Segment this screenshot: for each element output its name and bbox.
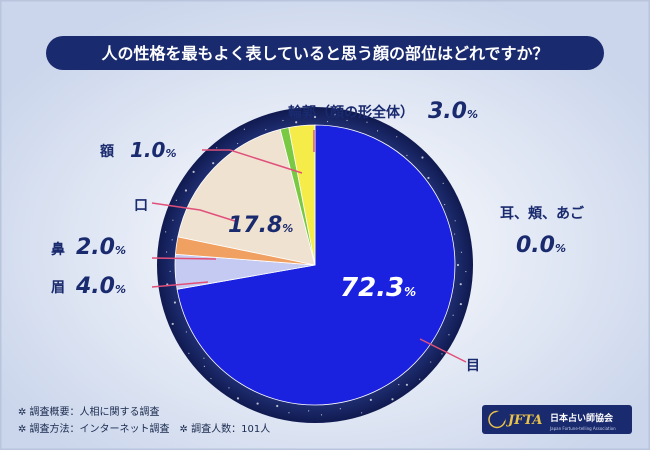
- ring-star: [398, 383, 400, 386]
- ring-star: [228, 387, 230, 389]
- ring-star: [175, 199, 177, 201]
- ring-star: [454, 220, 456, 222]
- value-hitai: 1.0%: [130, 138, 176, 162]
- ring-star: [419, 378, 421, 380]
- pie-slice-0: [176, 124, 456, 406]
- ring-star: [454, 233, 456, 235]
- value-kuchi: 17.8%: [228, 213, 293, 238]
- ring-star: [405, 383, 409, 386]
- ring-star: [169, 270, 171, 272]
- ring-star: [339, 408, 341, 410]
- ring-star: [184, 189, 188, 192]
- ring-star: [326, 120, 329, 123]
- ring-star: [444, 203, 446, 206]
- survey-note-1: ✲ 調査概要：人相に関する調査: [18, 405, 160, 418]
- ring-star: [369, 398, 372, 401]
- value-me: 72.3%: [340, 273, 416, 303]
- logo-subtext: 日本占い師協会: [550, 412, 614, 424]
- label-hana: 鼻: [51, 241, 65, 258]
- ring-star: [427, 176, 430, 180]
- ring-star: [406, 154, 408, 157]
- ring-star: [288, 412, 290, 414]
- ring-star: [459, 302, 462, 306]
- ring-star: [346, 119, 348, 122]
- ring-star: [456, 263, 460, 267]
- title-banner: [46, 36, 604, 70]
- logo-text: JFTA: [505, 413, 542, 428]
- value-rinkaku: 3.0%: [428, 99, 478, 124]
- label-hitai: 額: [99, 143, 114, 160]
- ring-star: [313, 115, 317, 119]
- ring-star: [333, 113, 336, 116]
- label-mayu: 眉: [51, 280, 65, 296]
- ring-star: [210, 377, 212, 380]
- leader-hana: [151, 257, 217, 260]
- leader-mayu: [151, 281, 209, 288]
- label-mimi: 耳、頬、あご: [500, 205, 585, 222]
- logo-badge: [482, 405, 632, 434]
- ring-star: [203, 365, 206, 367]
- ring-star: [421, 156, 424, 159]
- ring-star: [366, 121, 368, 123]
- logo-tagline: Japan Fortune-telling Association: [549, 426, 616, 431]
- pie-slices: [174, 124, 456, 406]
- jfta-logo: JFTA 日本占い師協会 Japan Fortune-telling Assoc…: [482, 405, 632, 434]
- ring-star: [441, 353, 443, 355]
- value-mimi: 0.0%: [516, 233, 566, 258]
- ring-star: [243, 128, 245, 130]
- ring-star: [171, 239, 173, 241]
- ring-star: [192, 170, 195, 173]
- ring-star: [452, 314, 454, 316]
- ring-star: [320, 414, 323, 416]
- ring-star: [460, 251, 463, 253]
- label-me: 目: [466, 358, 480, 374]
- logo-crescent-mask: [494, 411, 506, 423]
- ring-star: [265, 129, 267, 131]
- ring-star: [276, 404, 279, 408]
- leader-hitai: [202, 149, 303, 174]
- pie-slice-5: [288, 124, 316, 266]
- ring-star: [465, 270, 467, 273]
- ring-star: [203, 357, 205, 359]
- ring-star: [171, 322, 174, 326]
- ring-star: [282, 119, 284, 122]
- value-mayu: 4.0%: [75, 274, 126, 299]
- ring-star: [391, 398, 394, 401]
- ring-star: [212, 162, 215, 165]
- leader-me: [419, 338, 467, 363]
- ring-star: [165, 231, 167, 233]
- ring-star: [236, 397, 240, 400]
- ring-star: [237, 142, 239, 145]
- leader-lines: [151, 130, 467, 363]
- ring-star: [188, 352, 190, 354]
- ring-star: [442, 182, 444, 184]
- ring-star: [376, 130, 379, 132]
- pie-slice-3: [177, 128, 316, 266]
- ring-star: [459, 283, 462, 286]
- ring-star: [165, 251, 168, 253]
- ring-star: [185, 331, 187, 333]
- ring-star: [172, 219, 174, 221]
- ring-stars: [165, 113, 467, 416]
- ring-star: [308, 410, 310, 412]
- ring-star: [295, 121, 298, 124]
- label-kuchi: 口: [134, 198, 148, 214]
- survey-note-2: ✲ 調査方法：インターネット調査 ✲ 調査人数：101人: [18, 422, 270, 435]
- ring-star: [430, 361, 432, 363]
- label-rinkaku: 輪郭（顔の形全体）: [288, 104, 414, 121]
- chart-title: 人の性格を最もよく表していると思う顔の部位はどれですか？: [101, 44, 548, 63]
- value-hana: 2.0%: [76, 235, 126, 260]
- ring-star: [256, 402, 259, 405]
- ring-star: [448, 334, 450, 336]
- ring-star: [396, 136, 398, 138]
- ring-star: [216, 147, 218, 149]
- ring-star: [361, 412, 363, 414]
- ring-star: [173, 301, 177, 304]
- leader-kuchi: [151, 202, 239, 223]
